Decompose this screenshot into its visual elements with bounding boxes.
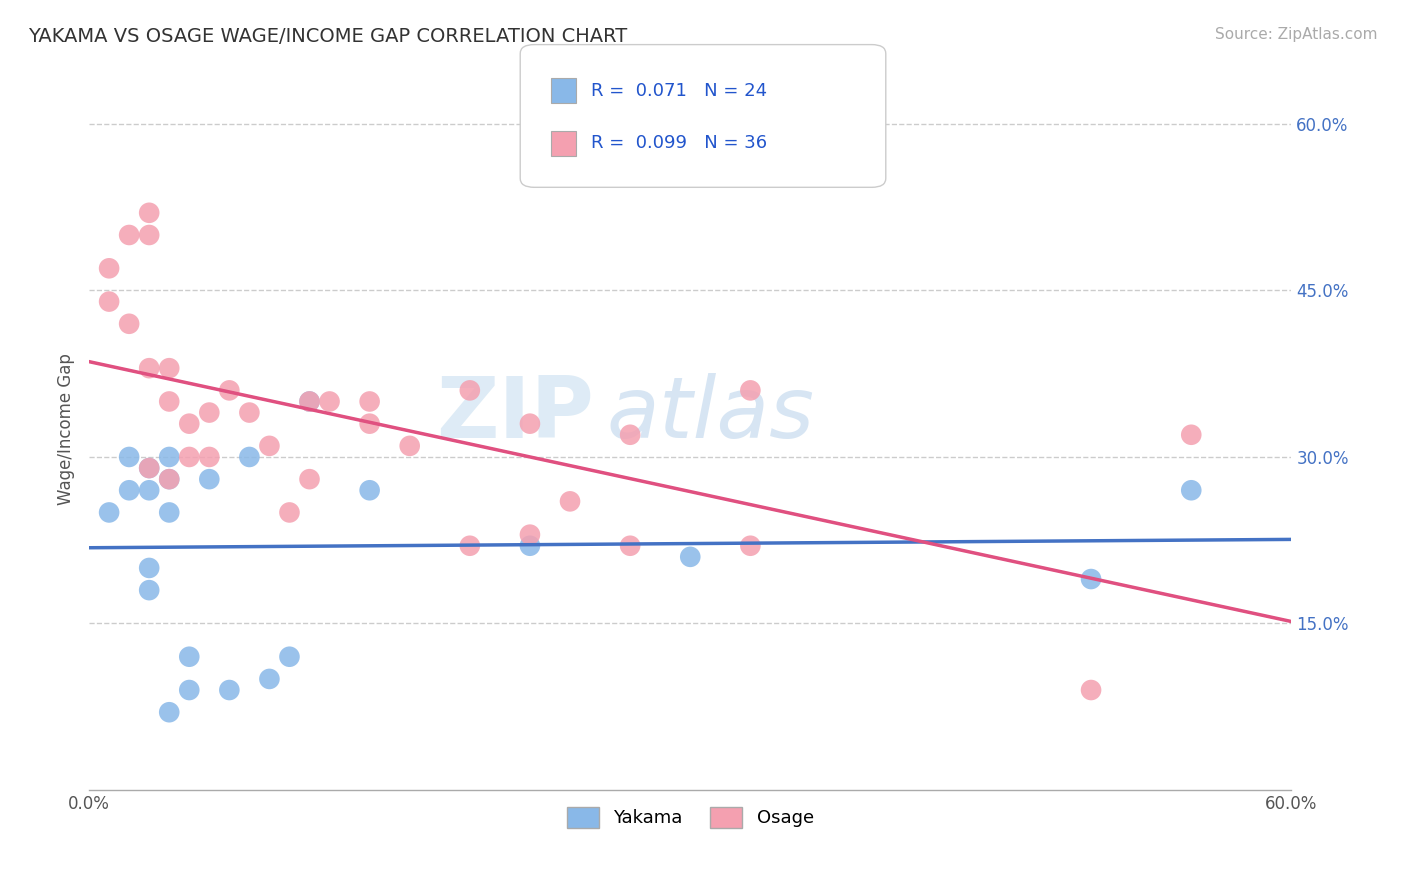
Point bbox=[619, 427, 641, 442]
Point bbox=[238, 406, 260, 420]
Point bbox=[157, 506, 180, 520]
Point bbox=[679, 549, 702, 564]
Point bbox=[198, 450, 221, 464]
Point bbox=[198, 472, 221, 486]
Point bbox=[1080, 572, 1102, 586]
Point bbox=[359, 483, 381, 498]
Text: R =  0.071   N = 24: R = 0.071 N = 24 bbox=[591, 82, 766, 100]
Point bbox=[218, 683, 240, 698]
Point bbox=[179, 683, 201, 698]
Point bbox=[298, 394, 321, 409]
Point bbox=[98, 506, 121, 520]
Legend: Yakama, Osage: Yakama, Osage bbox=[560, 800, 821, 835]
Point bbox=[98, 294, 121, 309]
Point bbox=[519, 417, 541, 431]
Point bbox=[458, 539, 481, 553]
Point bbox=[740, 384, 762, 398]
Point bbox=[157, 361, 180, 376]
Point bbox=[278, 506, 301, 520]
Text: Source: ZipAtlas.com: Source: ZipAtlas.com bbox=[1215, 27, 1378, 42]
Point bbox=[118, 317, 141, 331]
Point bbox=[318, 394, 340, 409]
Point bbox=[198, 406, 221, 420]
Point bbox=[138, 561, 160, 575]
Point bbox=[98, 261, 121, 276]
Point bbox=[558, 494, 581, 508]
Point bbox=[259, 672, 281, 686]
Text: YAKAMA VS OSAGE WAGE/INCOME GAP CORRELATION CHART: YAKAMA VS OSAGE WAGE/INCOME GAP CORRELAT… bbox=[28, 27, 627, 45]
Point bbox=[138, 361, 160, 376]
Point bbox=[179, 417, 201, 431]
Point bbox=[157, 472, 180, 486]
Point bbox=[619, 539, 641, 553]
Point bbox=[179, 649, 201, 664]
Point bbox=[179, 450, 201, 464]
Point bbox=[238, 450, 260, 464]
Point bbox=[138, 483, 160, 498]
Point bbox=[157, 705, 180, 719]
Point bbox=[458, 384, 481, 398]
Point bbox=[298, 394, 321, 409]
Point bbox=[157, 394, 180, 409]
Point bbox=[138, 461, 160, 475]
Point bbox=[118, 450, 141, 464]
Point bbox=[138, 227, 160, 242]
Point bbox=[157, 472, 180, 486]
Point bbox=[1180, 483, 1202, 498]
Point bbox=[1180, 427, 1202, 442]
Text: R =  0.099   N = 36: R = 0.099 N = 36 bbox=[591, 135, 766, 153]
Point bbox=[259, 439, 281, 453]
Text: ZIP: ZIP bbox=[436, 373, 595, 457]
Y-axis label: Wage/Income Gap: Wage/Income Gap bbox=[58, 353, 75, 505]
Point bbox=[298, 472, 321, 486]
Point bbox=[278, 649, 301, 664]
Point bbox=[519, 539, 541, 553]
Text: atlas: atlas bbox=[606, 373, 814, 457]
Point bbox=[359, 417, 381, 431]
Point bbox=[138, 461, 160, 475]
Point bbox=[118, 227, 141, 242]
Point bbox=[138, 583, 160, 598]
Point bbox=[218, 384, 240, 398]
Point bbox=[138, 206, 160, 220]
Point bbox=[359, 394, 381, 409]
Point bbox=[118, 483, 141, 498]
Point bbox=[1080, 683, 1102, 698]
Point bbox=[398, 439, 420, 453]
Point bbox=[519, 527, 541, 541]
Point bbox=[157, 450, 180, 464]
Point bbox=[740, 539, 762, 553]
